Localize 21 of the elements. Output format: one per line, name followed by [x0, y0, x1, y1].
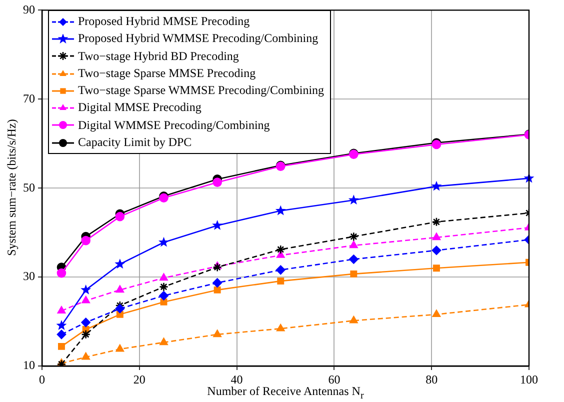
y-tick-label: 90 [23, 2, 35, 16]
y-tick-label: 50 [23, 180, 35, 194]
legend-label: Digital MMSE Precoding [78, 99, 202, 116]
legend-label: Two−stage Sparse MMSE Precoding [78, 64, 256, 82]
y-tick-label: 10 [23, 358, 35, 372]
legend-label: Capacity Limit by DPC [78, 134, 192, 152]
x-tick-label: 40 [230, 372, 243, 386]
legend-label: Two−stage Sparse WMMSE Precoding/Combining [78, 82, 324, 100]
legend-label: Digital WMMSE Precoding/Combining [78, 116, 270, 134]
x-axis-title: Number of Receive Antennas N$_{r}$ [207, 384, 364, 402]
legend-label: Two−stage Hybrid BD Precoding [78, 48, 239, 65]
y-tick-label: 30 [23, 269, 35, 284]
x-tick-label: 100 [520, 372, 538, 386]
y-tick-label: 70 [23, 91, 35, 106]
legend-label: Proposed Hybrid MMSE Precoding [78, 13, 250, 30]
x-tick-label: 20 [133, 372, 146, 386]
legend-label: Proposed Hybrid WMMSE Precoding/Combining [78, 30, 318, 48]
y-axis-title: System sum−rate (bits/s/Hz) [4, 118, 20, 258]
x-tick-label: 0 [39, 372, 45, 386]
x-tick-label: 60 [328, 372, 340, 386]
x-tick-label: 80 [426, 372, 438, 386]
